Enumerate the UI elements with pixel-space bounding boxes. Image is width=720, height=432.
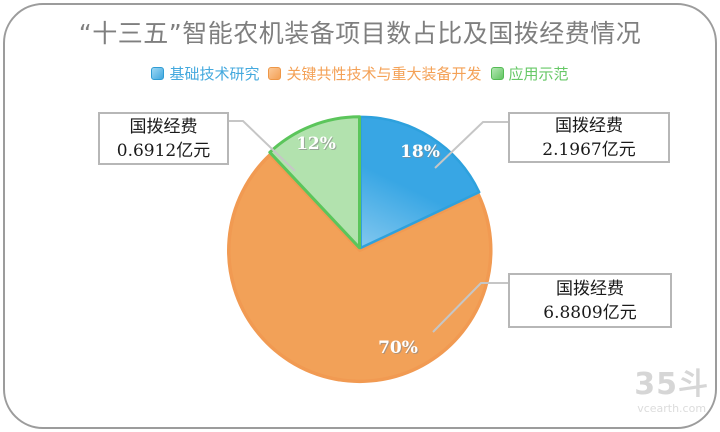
callout-box-blue-funding: 国拨经费 2.1967亿元: [508, 112, 670, 163]
pie-slice-blue: [359, 115, 481, 250]
leader-line-orange: [432, 282, 508, 333]
legend-label-application-demo: 应用示范: [508, 65, 569, 83]
pie-label-blue-shadow: 18%: [401, 143, 441, 163]
leader-line-blue: [434, 121, 508, 169]
callout-green-amount: 0.6912亿元: [116, 140, 211, 161]
pie-slice-orange: [227, 153, 493, 384]
callout-green-label: 国拨经费: [129, 116, 198, 137]
pie-label-green-shadow: 12%: [297, 135, 337, 155]
legend-swatch-blue-icon: [151, 67, 165, 80]
pie-label-orange-shadow: 70%: [379, 339, 419, 359]
pie-label-blue: 18%: [400, 142, 440, 162]
legend-swatch-green-icon: [490, 67, 504, 80]
callout-box-green-funding: 国拨经费 0.6912亿元: [98, 112, 229, 165]
watermark-logo: 35斗: [634, 367, 709, 402]
callout-blue-amount: 2.1967亿元: [542, 139, 636, 160]
callout-orange-amount: 6.8809亿元: [543, 302, 637, 323]
legend-label-basic-research: 基础技术研究: [169, 65, 260, 83]
callout-leader-lines: [228, 120, 508, 333]
callout-blue-label: 国拨经费: [555, 115, 623, 136]
leader-line-green: [228, 120, 296, 172]
legend-item-application-demo: 应用示范: [490, 63, 569, 84]
legend-label-key-tech: 关键共性技术与重大装备开发: [286, 65, 482, 83]
pie-chart: [227, 115, 493, 384]
chart-legend: 基础技术研究 关键共性技术与重大装备开发 应用示范: [0, 63, 720, 84]
legend-item-basic-research: 基础技术研究: [151, 63, 259, 84]
chart-title: “十三五”智能农机装备项目数占比及国拨经费情况: [78, 19, 642, 48]
callout-box-orange-funding: 国拨经费 6.8809亿元: [508, 273, 672, 328]
watermark-site: vcearth.com: [637, 402, 707, 415]
callout-orange-label: 国拨经费: [556, 278, 624, 299]
pie-label-orange: 70%: [378, 338, 418, 358]
pie-percentage-labels: 18% 18% 12% 12% 70% 70%: [296, 134, 441, 359]
legend-swatch-orange-icon: [268, 67, 282, 80]
page-frame-border: [3, 3, 717, 429]
watermark: 35斗 vcearth.com: [634, 367, 709, 415]
pie-label-green: 12%: [296, 134, 336, 154]
legend-item-key-tech: 关键共性技术与重大装备开发: [268, 63, 482, 84]
